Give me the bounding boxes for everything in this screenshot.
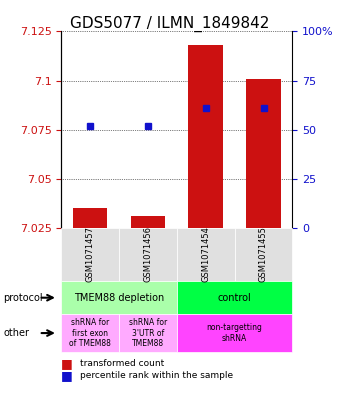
- Bar: [131, 216, 165, 228]
- Text: non-targetting
shRNA: non-targetting shRNA: [207, 323, 262, 343]
- Text: TMEM88 depletion: TMEM88 depletion: [74, 293, 164, 303]
- Text: GSM1071455: GSM1071455: [259, 226, 268, 283]
- Text: protocol: protocol: [3, 293, 43, 303]
- Text: GSM1071454: GSM1071454: [201, 226, 210, 283]
- Text: GSM1071457: GSM1071457: [86, 226, 95, 283]
- Text: shRNA for
3'UTR of
TMEM88: shRNA for 3'UTR of TMEM88: [129, 318, 167, 348]
- Text: percentile rank within the sample: percentile rank within the sample: [80, 371, 233, 380]
- Text: ■: ■: [61, 369, 73, 382]
- Bar: [73, 208, 107, 228]
- Text: ■: ■: [61, 357, 73, 370]
- Text: GDS5077 / ILMN_1849842: GDS5077 / ILMN_1849842: [70, 16, 270, 32]
- Text: other: other: [3, 328, 29, 338]
- Text: control: control: [218, 293, 252, 303]
- Bar: [188, 45, 223, 228]
- Text: GSM1071456: GSM1071456: [143, 226, 152, 283]
- Text: shRNA for
first exon
of TMEM88: shRNA for first exon of TMEM88: [69, 318, 111, 348]
- Text: transformed count: transformed count: [80, 359, 164, 368]
- Bar: [246, 79, 281, 228]
